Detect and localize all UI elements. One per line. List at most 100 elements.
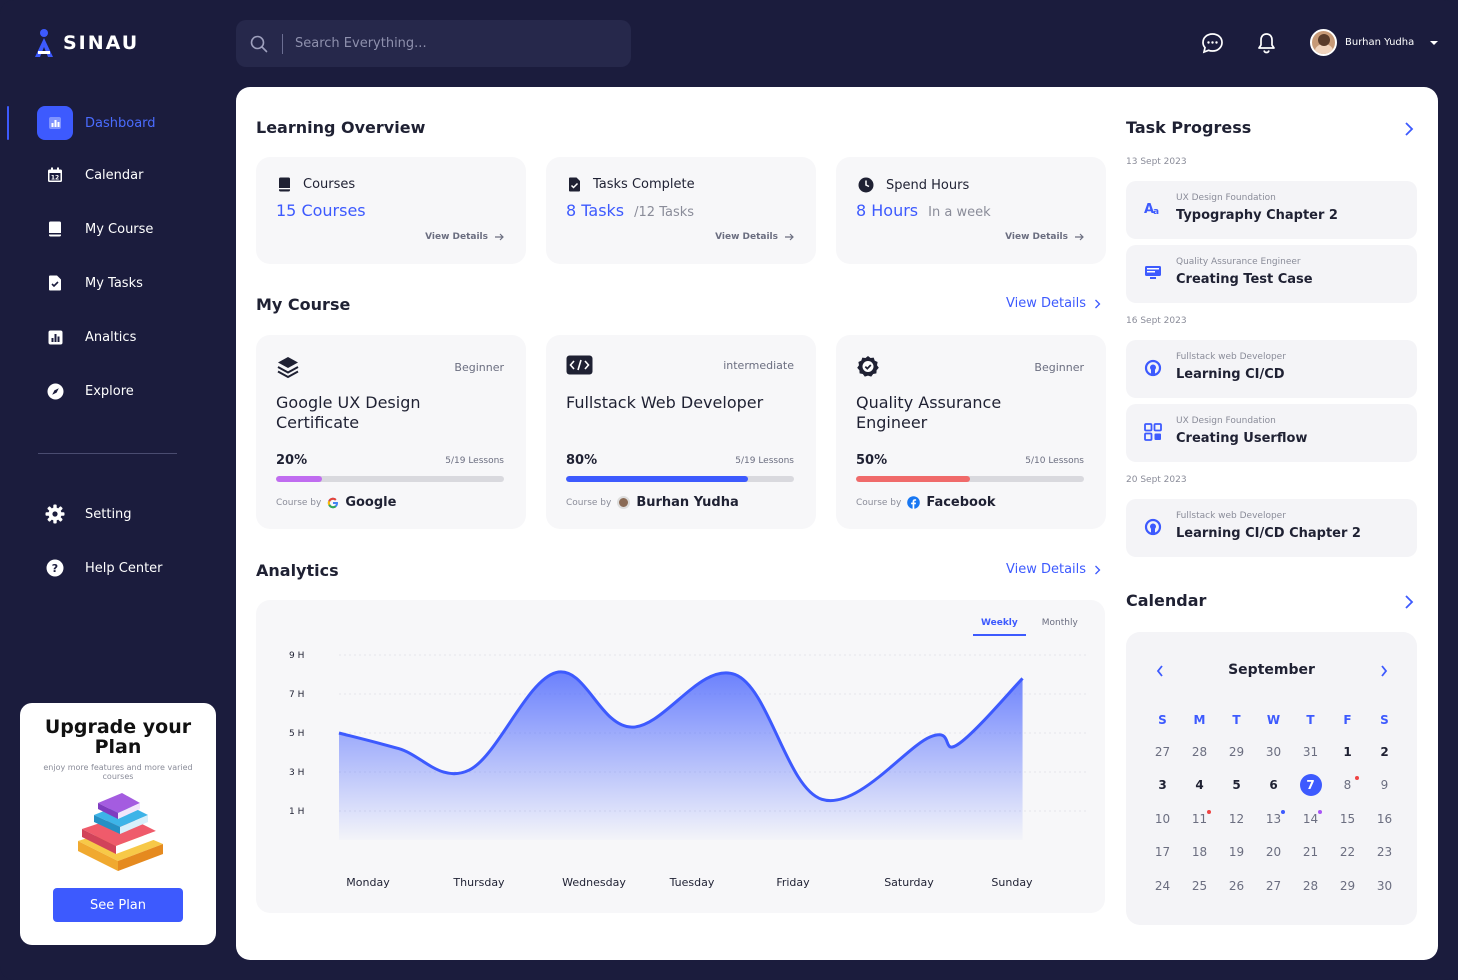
- x-tick-label: Tuesday: [669, 876, 715, 889]
- calendar-day[interactable]: 12: [1228, 812, 1245, 826]
- sidebar-item-label: Setting: [85, 506, 132, 522]
- task-name: Learning CI/CD: [1176, 367, 1285, 382]
- task-item[interactable]: Fullstack web Developer Learning CI/CD C…: [1126, 499, 1417, 557]
- calendar-day[interactable]: 19: [1228, 845, 1245, 859]
- overview-card-tasks[interactable]: Tasks Complete 8 Tasks/12 Tasks View Det…: [546, 157, 816, 264]
- calendar-day[interactable]: 25: [1191, 879, 1208, 893]
- task-file-icon: [569, 177, 580, 192]
- calendar-day[interactable]: 14: [1302, 812, 1319, 826]
- calendar-day[interactable]: 22: [1339, 845, 1356, 859]
- tab-monthly[interactable]: Monthly: [1041, 618, 1078, 628]
- brand-logo[interactable]: SINAU: [33, 28, 139, 58]
- calendar-title: Calendar: [1126, 591, 1207, 610]
- calendar-day[interactable]: 7: [1292, 773, 1329, 797]
- course-progress-bar: [566, 476, 794, 482]
- active-nav-indicator: [7, 106, 9, 140]
- calendar-day[interactable]: 11: [1191, 812, 1208, 826]
- course-title: Quality Assurance Engineer: [856, 393, 1002, 432]
- user-menu[interactable]: Burhan Yudha: [1310, 29, 1440, 56]
- calendar-day[interactable]: 3: [1158, 778, 1167, 792]
- sidebar-item-dashboard[interactable]: Dashboard: [37, 106, 156, 140]
- user-name: Burhan Yudha: [1345, 37, 1415, 48]
- calendar-day[interactable]: 15: [1339, 812, 1356, 826]
- sidebar-item-label: Analtics: [85, 329, 137, 345]
- calendar-day[interactable]: 29: [1339, 879, 1356, 893]
- tab-weekly[interactable]: Weekly: [973, 618, 1026, 636]
- task-progress-title: Task Progress: [1126, 118, 1252, 137]
- calendar-day[interactable]: 21: [1302, 845, 1319, 859]
- analytics-view-details-link[interactable]: View Details: [1006, 562, 1101, 577]
- search-bar[interactable]: [236, 20, 631, 67]
- task-name: Learning CI/CD Chapter 2: [1176, 526, 1361, 541]
- view-details-link[interactable]: View Details: [715, 232, 794, 242]
- sidebar-item-explore[interactable]: Explore: [37, 374, 134, 408]
- my-course-view-details-link[interactable]: View Details: [1006, 296, 1101, 311]
- search-input[interactable]: [295, 36, 595, 51]
- calendar-day[interactable]: 31: [1302, 745, 1319, 759]
- svg-text:12: 12: [51, 175, 59, 182]
- course-card-qa-engineer[interactable]: Beginner Quality Assurance Engineer 50% …: [836, 335, 1106, 529]
- overview-card-hours[interactable]: Spend Hours 8 Hours In a week View Detail…: [836, 157, 1106, 264]
- my-course-title: My Course: [256, 295, 351, 314]
- overview-label: Spend Hours: [886, 177, 970, 193]
- sidebar-item-my-course[interactable]: My Course: [37, 212, 153, 246]
- calendar-day[interactable]: 18: [1191, 845, 1208, 859]
- calendar-day[interactable]: 13: [1265, 812, 1282, 826]
- calendar-day[interactable]: 17: [1154, 845, 1171, 859]
- task-item[interactable]: Fullstack web Developer Learning CI/CD: [1126, 340, 1417, 398]
- calendar-day[interactable]: 9: [1380, 778, 1389, 792]
- calendar-day[interactable]: 30: [1265, 745, 1282, 759]
- calendar-day[interactable]: 5: [1232, 778, 1241, 792]
- bell-icon[interactable]: [1257, 32, 1276, 54]
- sidebar-item-calendar[interactable]: 12 Calendar: [37, 158, 143, 192]
- calendar-day[interactable]: 27: [1154, 745, 1171, 759]
- chevron-right-icon[interactable]: [1404, 121, 1414, 137]
- calendar-day[interactable]: 23: [1376, 845, 1393, 859]
- course-progress-fill: [856, 476, 970, 482]
- event-dot: [1355, 776, 1359, 780]
- calendar-day[interactable]: 6: [1269, 778, 1278, 792]
- sidebar-item-help-center[interactable]: ? Help Center: [37, 551, 163, 585]
- see-plan-button[interactable]: See Plan: [53, 888, 183, 922]
- x-tick-label: Thursday: [452, 876, 505, 889]
- sidebar-item-analytics[interactable]: Analtics: [37, 320, 136, 354]
- y-tick-label: 1 H: [289, 807, 304, 817]
- sidebar-item-setting[interactable]: Setting: [37, 497, 132, 531]
- task-item[interactable]: Quality Assurance Engineer Creating Test…: [1126, 245, 1417, 303]
- next-month-icon[interactable]: [1380, 665, 1388, 677]
- calendar-day[interactable]: 28: [1302, 879, 1319, 893]
- calendar-day[interactable]: 24: [1154, 879, 1171, 893]
- task-category: UX Design Foundation: [1176, 416, 1276, 426]
- task-name: Creating Test Case: [1176, 272, 1313, 287]
- course-card-google-ux[interactable]: Beginner Google UX Design Certificate 20…: [256, 335, 526, 529]
- calendar-day[interactable]: 8: [1343, 778, 1352, 792]
- chart-area-fill: [339, 671, 1023, 840]
- calendar-day[interactable]: 27: [1265, 879, 1282, 893]
- upgrade-description: enjoy more features and more varied cour…: [43, 763, 193, 781]
- sidebar-item-my-tasks[interactable]: My Tasks: [37, 266, 143, 300]
- svg-text:a: a: [1153, 207, 1159, 216]
- overview-card-courses[interactable]: Courses 15 Courses View Details: [256, 157, 526, 264]
- calendar-day[interactable]: 16: [1376, 812, 1393, 826]
- view-details-link[interactable]: View Details: [425, 232, 504, 242]
- calendar-day[interactable]: 4: [1195, 778, 1204, 792]
- calendar-day[interactable]: 1: [1343, 745, 1352, 759]
- calendar-day[interactable]: 2: [1380, 745, 1389, 759]
- prev-month-icon[interactable]: [1156, 665, 1164, 677]
- calendar-day[interactable]: 29: [1228, 745, 1245, 759]
- chevron-right-icon[interactable]: [1404, 594, 1414, 610]
- typography-icon: Aa: [1144, 202, 1159, 216]
- calendar-day[interactable]: 20: [1265, 845, 1282, 859]
- overview-value: 8 Tasks: [566, 201, 625, 220]
- calendar-day[interactable]: 30: [1376, 879, 1393, 893]
- calendar-day[interactable]: 28: [1191, 745, 1208, 759]
- calendar-day[interactable]: 26: [1228, 879, 1245, 893]
- view-details-link[interactable]: View Details: [1005, 232, 1084, 242]
- course-card-fullstack[interactable]: intermediate Fullstack Web Developer 80%…: [546, 335, 816, 529]
- bug-screen-icon: [1145, 266, 1161, 279]
- sidebar-item-label: My Course: [85, 221, 154, 237]
- calendar-day[interactable]: 10: [1154, 812, 1171, 826]
- chat-icon[interactable]: [1201, 32, 1224, 54]
- task-item[interactable]: UX Design Foundation Creating Userflow: [1126, 404, 1417, 462]
